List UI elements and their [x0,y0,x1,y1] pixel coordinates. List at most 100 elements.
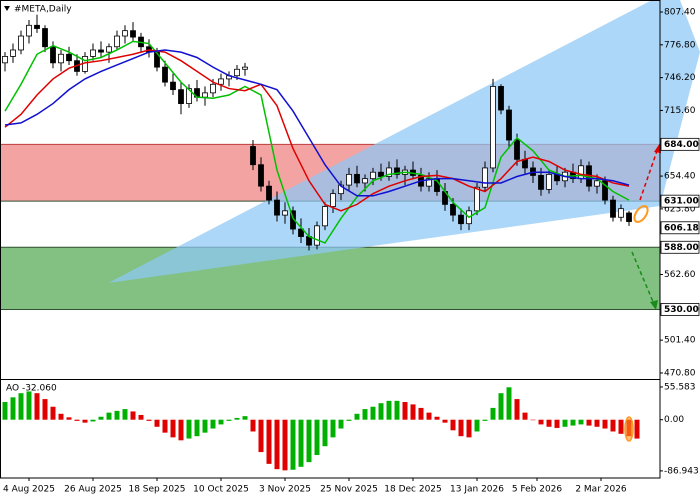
oscillator-bar [290,419,296,470]
y-tick-label: 715.60 [664,106,696,116]
oscillator-bar [250,419,256,432]
last-price-label: 606.18 [664,223,699,233]
oscillator-bar [514,399,520,420]
oscillator-bar [434,416,440,420]
candle-body [314,225,320,246]
candle-body [50,46,56,64]
oscillator-bar [202,419,208,433]
oscillator-bar [322,419,328,447]
candle-body [42,28,48,48]
oscillator-bar [610,419,616,432]
oscillator-bar [90,419,96,422]
candle-body [290,210,296,230]
candle-body [186,88,192,104]
oscillator-bar [122,409,128,420]
oscillator-bar [346,419,352,421]
oscillator-bar [490,407,496,420]
oscillator-bar [450,419,456,431]
oscillator-bar [554,419,560,428]
oscillator-bar [170,419,176,438]
oscillator-bar [386,400,392,420]
oscillator-tick-label: -86.943 [664,466,699,476]
level-label: 684.00 [664,140,699,150]
candle-body [210,83,216,94]
oscillator-bar [474,419,480,432]
oscillator-bar [282,419,288,471]
oscillator-bar [266,419,272,464]
axes: 807.40 776.80 746.20 715.60 654.40 623.80 562.… [3,8,700,495]
oscillator-bar [274,419,280,470]
level-label: 631.00 [664,197,699,207]
oscillator-bar [34,393,40,420]
frame [0,0,661,479]
candle-body [34,24,40,29]
level-label: 588.00 [664,243,699,253]
candle-body [218,78,224,85]
candle-body [330,193,336,207]
candle-body [266,185,272,201]
candle-body [370,171,376,180]
oscillator-bar [530,419,536,421]
level-label: 530.00 [664,305,699,315]
candle-body [378,171,384,177]
oscillator-tick-label: 0.00 [664,415,684,425]
candle-body [258,164,264,187]
y-tick-label: 654.40 [664,172,696,182]
oscillator-bar [130,411,136,420]
candle-body [234,68,240,77]
oscillator-bar [74,419,80,421]
y-tick-label: 776.80 [664,40,696,50]
oscillator-bar [362,409,368,420]
candle-body [2,56,8,64]
y-tick-label: 562.60 [664,270,696,280]
oscillator-bar [330,419,336,438]
oscillator-bar [18,393,24,420]
level-label-box [660,303,700,316]
level-label-box [660,137,700,151]
x-tick-label: 2 Mar 2026 [575,485,627,495]
candle-body [90,49,96,57]
oscillator-bar [426,412,432,420]
level-label-box [660,194,700,208]
oscillator-bar [226,419,232,421]
x-tick-label: 13 Jan 2026 [450,485,504,495]
candle-body [106,46,112,53]
oscillator-bar [194,419,200,437]
y-tick-label: 623.80 [664,204,696,214]
oscillator-bar [522,412,528,420]
candle-body [26,24,32,37]
oscillator-bar [410,404,416,420]
candle-body [162,66,168,83]
oscillator-bar [258,419,264,453]
oscillator-bar [498,393,504,420]
oscillator-bar [66,417,72,420]
candle-body [386,167,392,177]
zone [0,247,660,310]
oscillator-bar [634,419,640,439]
candle-body [490,86,496,169]
oscillator-bar [506,387,512,420]
oscillator-bar [618,419,624,434]
oscillator-bar [42,399,48,420]
candle-body [426,178,432,187]
oscillator-bar [562,419,568,427]
highlight [624,416,634,442]
candle-body [538,175,544,190]
oscillator-label: AO -32.060 [6,384,57,394]
candle-body [322,206,328,227]
oscillator-bar [242,416,248,420]
moving-average [4,49,630,212]
moving-average [4,49,630,197]
candle-body [66,53,72,62]
oscillator-bar [82,419,88,423]
candle-body [546,173,552,190]
oscillator-bar [50,406,56,420]
x-tick-label: 18 Sep 2025 [128,485,185,495]
oscillator-bar [418,407,424,420]
candle-body [346,173,352,186]
candle-body [482,167,488,188]
candle-body [458,214,464,225]
oscillator-bar [314,419,320,456]
candle-body [498,86,504,111]
oscillator-bar [10,397,16,420]
